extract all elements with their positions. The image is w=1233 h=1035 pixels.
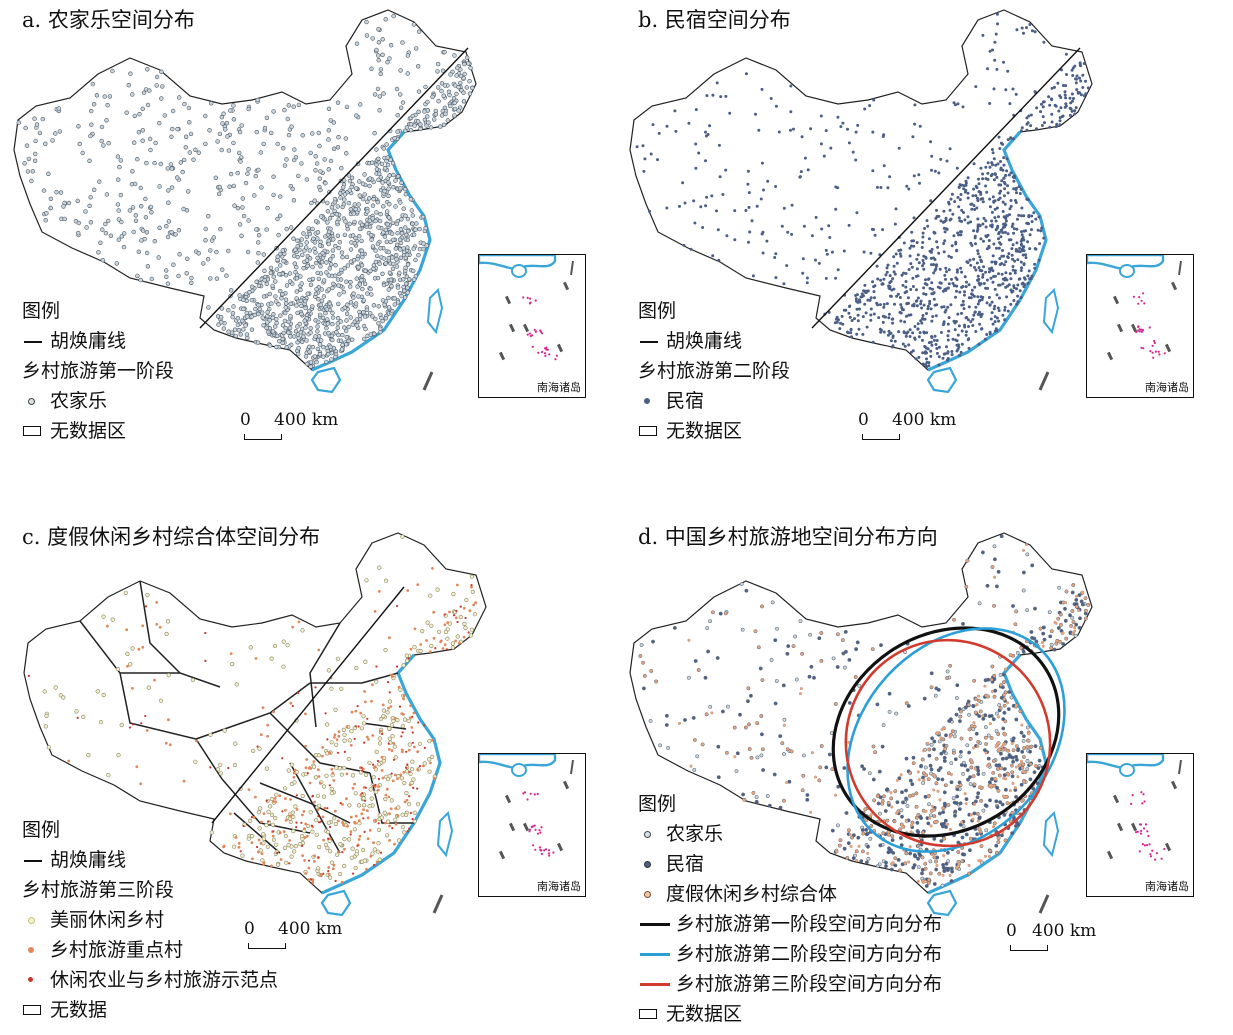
line-symbol-icon xyxy=(638,331,666,351)
legend-stage: 乡村旅游第三阶段 xyxy=(22,879,175,901)
dot-symbol-icon xyxy=(22,391,50,411)
dot-symbol-icon xyxy=(22,940,50,960)
legend-hu-line: 胡焕庸线 xyxy=(638,326,790,356)
china-map xyxy=(629,9,1093,394)
legend: 图例 胡焕庸线 乡村旅游第二阶段 民宿 无数据区 xyxy=(638,296,790,446)
legend: 图例 胡焕庸线 乡村旅游第一阶段 农家乐 无数据区 xyxy=(22,296,174,446)
legend-title: 图例 xyxy=(638,300,677,322)
dot-symbol-icon xyxy=(638,391,666,411)
hu-line xyxy=(211,586,405,824)
legend-title: 图例 xyxy=(638,793,677,815)
dot-symbol-icon xyxy=(638,824,666,844)
hainan-island xyxy=(320,889,352,917)
legend: 图例 农家乐 民宿 度假休闲乡村综合体 乡村旅游第一阶段空间方向分布 乡村旅游第… xyxy=(638,789,942,1029)
south-china-sea-inset: 南海诸岛 xyxy=(478,254,586,398)
dot-symbol-icon xyxy=(638,884,666,904)
legend-title: 图例 xyxy=(22,300,61,322)
taiwan-island xyxy=(426,288,444,335)
panel-d: d. 中国乡村旅游地空间分布方向 图例 农家乐 民宿 度假休闲乡村综合体 乡村旅… xyxy=(616,517,1232,1034)
legend-stage: 乡村旅游第二阶段 xyxy=(638,360,791,382)
south-china-sea-inset: 南海诸岛 xyxy=(478,753,586,897)
legend-title: 图例 xyxy=(22,819,61,841)
legend-stage2-direction: 乡村旅游第二阶段空间方向分布 xyxy=(638,939,942,969)
legend-key-village: 乡村旅游重点村 xyxy=(22,935,278,965)
panel-title: a. 农家乐空间分布 xyxy=(22,8,195,32)
panel-title: c. 度假休闲乡村综合体空间分布 xyxy=(22,525,321,549)
line-symbol-icon xyxy=(638,944,676,964)
coastline xyxy=(927,653,1048,895)
panel-title: d. 中国乡村旅游地空间分布方向 xyxy=(638,525,938,549)
legend-farmstay: 农家乐 xyxy=(22,386,174,416)
rect-symbol-icon xyxy=(22,1000,50,1020)
legend-homestay: 民宿 xyxy=(638,386,790,416)
coastline xyxy=(927,130,1048,372)
legend-no-data: 无数据区 xyxy=(638,999,942,1029)
dot-symbol-icon xyxy=(22,970,50,990)
panel-a: a. 农家乐空间分布 图例 胡焕庸线 乡村旅游第一阶段 农家乐 无数据区 0 4… xyxy=(0,0,616,517)
taiwan-island xyxy=(1042,811,1060,858)
dot-symbol-icon xyxy=(638,854,666,874)
legend-no-data: 无数据 xyxy=(22,995,278,1025)
hu-line xyxy=(811,47,1081,329)
hainan-island xyxy=(926,889,958,917)
panel-b: b. 民宿空间分布 图例 胡焕庸线 乡村旅游第二阶段 民宿 无数据区 0 400… xyxy=(616,0,1232,517)
line-symbol-icon xyxy=(22,331,50,351)
stage1-ellipse xyxy=(831,626,1061,838)
taiwan-island xyxy=(1042,288,1060,335)
province-boundaries xyxy=(79,580,414,854)
south-china-sea-inset: 南海诸岛 xyxy=(1086,753,1194,897)
stage2-ellipse xyxy=(846,627,1066,853)
legend-hu-line: 胡焕庸线 xyxy=(22,845,278,875)
legend-resort-village: 美丽休闲乡村 xyxy=(22,905,278,935)
rect-symbol-icon xyxy=(638,421,666,441)
hu-line xyxy=(199,47,469,329)
legend-hu-line: 胡焕庸线 xyxy=(22,326,174,356)
rect-symbol-icon xyxy=(638,1004,666,1024)
stage3-ellipse xyxy=(844,638,1052,848)
line-symbol-icon xyxy=(638,914,676,934)
dash-line-segment xyxy=(1038,894,1050,914)
legend-farmstay: 农家乐 xyxy=(638,819,942,849)
legend-stage1-direction: 乡村旅游第一阶段空间方向分布 xyxy=(638,909,942,939)
legend-no-data: 无数据区 xyxy=(638,416,790,446)
panel-title: b. 民宿空间分布 xyxy=(638,8,791,32)
panel-c: c. 度假休闲乡村综合体空间分布 图例 胡焕庸线 乡村旅游第三阶段 美丽休闲乡村… xyxy=(0,517,616,1034)
coastline xyxy=(311,130,432,372)
dash-line-segment xyxy=(1038,371,1050,391)
dot-symbol-icon xyxy=(22,910,50,930)
line-symbol-icon xyxy=(22,850,50,870)
dash-line-segment xyxy=(422,371,434,391)
legend-resort-complex: 度假休闲乡村综合体 xyxy=(638,879,942,909)
legend-homestay: 民宿 xyxy=(638,849,942,879)
china-map xyxy=(629,532,1093,917)
taiwan-island xyxy=(436,811,454,858)
legend: 图例 胡焕庸线 乡村旅游第三阶段 美丽休闲乡村 乡村旅游重点村 休闲农业与乡村旅… xyxy=(22,815,278,1025)
china-map xyxy=(13,9,477,394)
legend-no-data: 无数据区 xyxy=(22,416,174,446)
line-symbol-icon xyxy=(638,974,676,994)
south-china-sea-inset: 南海诸岛 xyxy=(1086,254,1194,398)
legend-stage: 乡村旅游第一阶段 xyxy=(22,360,175,382)
rect-symbol-icon xyxy=(22,421,50,441)
legend-stage3-direction: 乡村旅游第三阶段空间方向分布 xyxy=(638,969,942,999)
hainan-island xyxy=(926,366,958,394)
china-map xyxy=(23,532,487,917)
legend-demo-site: 休闲农业与乡村旅游示范点 xyxy=(22,965,278,995)
hainan-island xyxy=(310,366,342,394)
dash-line-segment xyxy=(432,894,444,914)
